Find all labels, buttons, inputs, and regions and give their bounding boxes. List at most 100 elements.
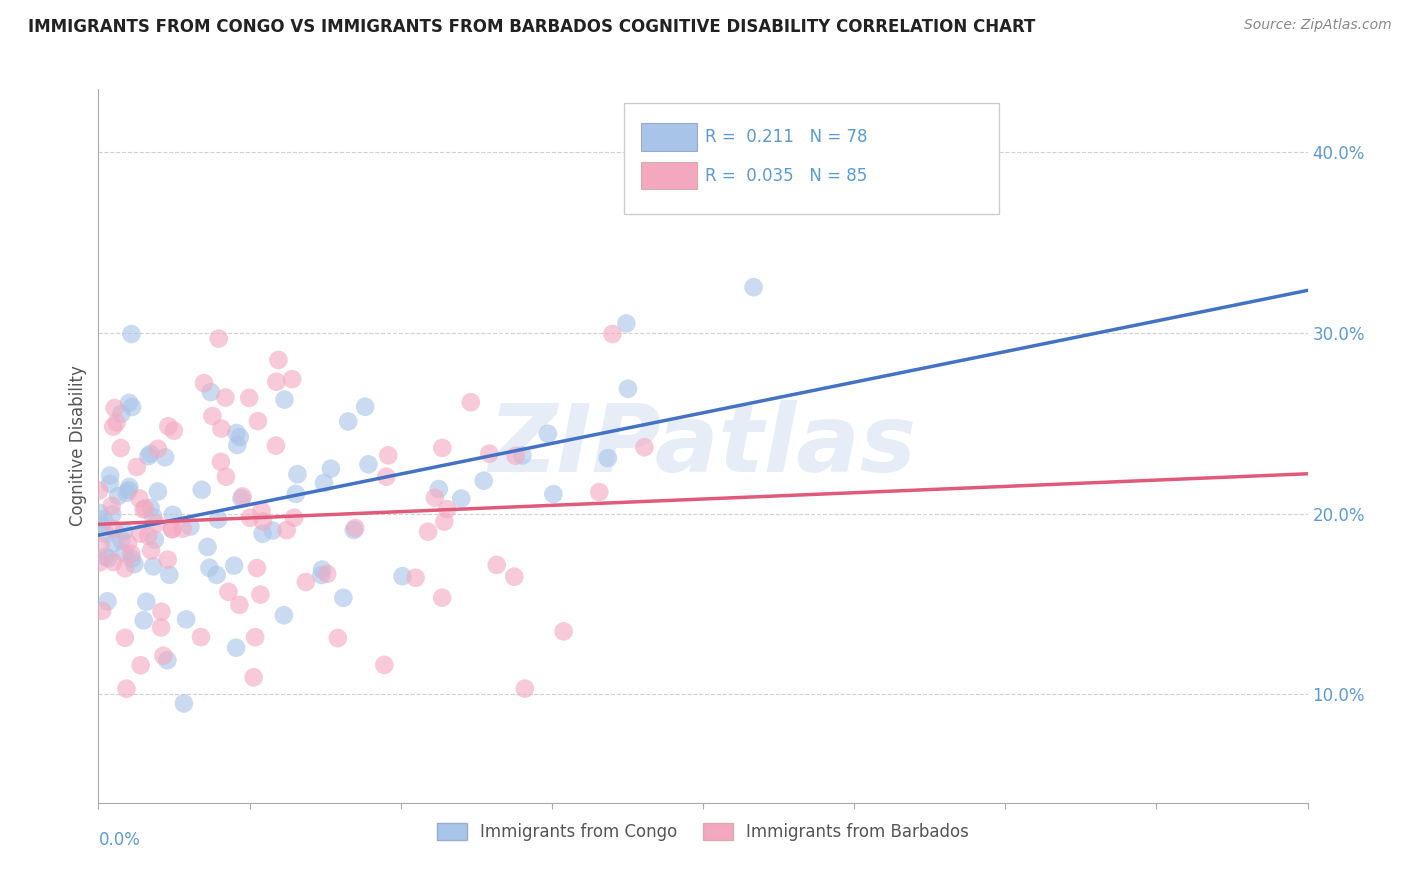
Point — [105, 416, 128, 430]
Point — [118, 480, 141, 494]
Point — [156, 552, 179, 566]
Point — [217, 585, 239, 599]
Point — [121, 400, 143, 414]
Point — [225, 425, 247, 440]
Point — [423, 491, 446, 505]
Point — [114, 631, 136, 645]
Point — [742, 280, 765, 294]
Point — [145, 516, 167, 531]
Point — [110, 533, 132, 547]
Point — [89, 483, 111, 498]
Point — [252, 526, 274, 541]
Y-axis label: Cognitive Disability: Cognitive Disability — [69, 366, 87, 526]
Point — [91, 604, 114, 618]
Point — [354, 400, 377, 414]
Point — [118, 483, 141, 498]
Point — [101, 508, 124, 522]
Point — [110, 441, 132, 455]
Point — [485, 558, 508, 572]
Point — [152, 648, 174, 663]
Point — [472, 474, 495, 488]
Point — [209, 455, 232, 469]
Point — [543, 487, 565, 501]
Point — [214, 391, 236, 405]
Point — [94, 549, 117, 564]
Point — [207, 512, 229, 526]
Point — [103, 536, 125, 550]
Point — [375, 469, 398, 483]
Point — [209, 421, 232, 435]
Point — [311, 563, 333, 577]
Point — [115, 485, 138, 500]
Point — [228, 598, 250, 612]
Point — [276, 523, 298, 537]
Point — [222, 558, 245, 573]
Point — [332, 591, 354, 605]
Point — [215, 469, 238, 483]
Text: R =  0.211   N = 78: R = 0.211 N = 78 — [706, 128, 868, 146]
Point — [135, 595, 157, 609]
Point — [633, 440, 655, 454]
Point — [264, 439, 287, 453]
Point — [150, 605, 173, 619]
Point — [295, 574, 318, 589]
Point — [208, 332, 231, 346]
Point — [114, 561, 136, 575]
Point — [103, 522, 125, 536]
Point — [162, 508, 184, 522]
Point — [124, 558, 146, 572]
Point — [197, 540, 219, 554]
Point — [283, 510, 305, 524]
Point — [136, 449, 159, 463]
Legend: Immigrants from Congo, Immigrants from Barbados: Immigrants from Congo, Immigrants from B… — [430, 816, 976, 848]
Point — [243, 630, 266, 644]
FancyBboxPatch shape — [641, 162, 697, 189]
Point — [229, 430, 252, 444]
Point — [96, 594, 118, 608]
Point — [193, 376, 215, 391]
Point — [273, 608, 295, 623]
Point — [121, 551, 143, 566]
Text: Source: ZipAtlas.com: Source: ZipAtlas.com — [1244, 18, 1392, 32]
Text: 0.0%: 0.0% — [98, 831, 141, 849]
Point — [89, 555, 111, 569]
Point — [225, 640, 247, 655]
FancyBboxPatch shape — [641, 123, 697, 151]
Point — [238, 391, 260, 405]
Point — [319, 461, 342, 475]
Point — [107, 489, 129, 503]
Point — [284, 487, 307, 501]
Point — [104, 401, 127, 415]
Point — [405, 571, 427, 585]
Point — [172, 522, 194, 536]
Point — [142, 510, 165, 524]
Point — [344, 521, 367, 535]
Point — [139, 447, 162, 461]
Point — [156, 653, 179, 667]
Point — [430, 591, 453, 605]
Point — [90, 539, 112, 553]
Point — [112, 546, 135, 560]
Point — [90, 518, 112, 533]
Point — [146, 484, 169, 499]
Point — [103, 555, 125, 569]
Point — [377, 448, 399, 462]
Point — [136, 529, 159, 543]
Point — [512, 449, 534, 463]
Point — [132, 502, 155, 516]
Point — [357, 458, 380, 472]
Point — [112, 524, 135, 539]
Point — [143, 533, 166, 547]
Point — [200, 385, 222, 400]
Point — [129, 658, 152, 673]
Point — [239, 510, 262, 524]
Point — [553, 624, 575, 639]
Point — [478, 447, 501, 461]
Point — [460, 395, 482, 409]
Point — [513, 681, 536, 696]
Point — [249, 588, 271, 602]
Point — [242, 670, 264, 684]
Point — [160, 522, 183, 536]
Point — [232, 490, 254, 504]
Point — [337, 415, 360, 429]
